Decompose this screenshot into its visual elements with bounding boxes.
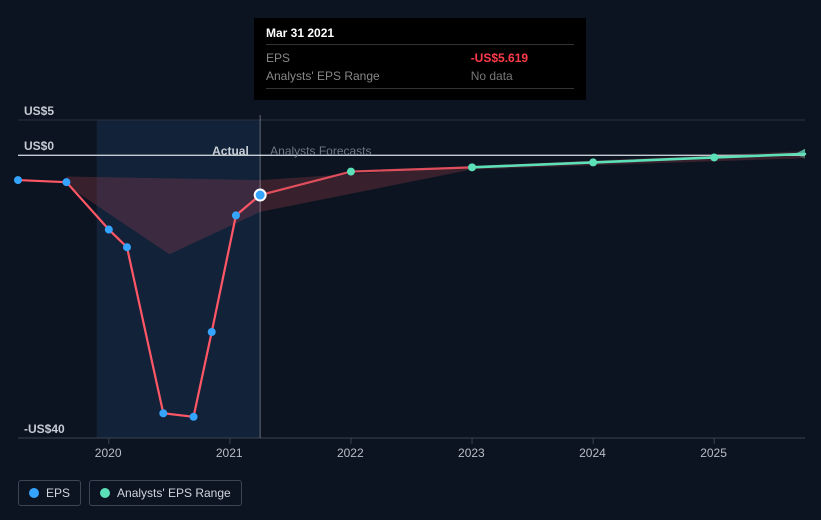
section-label-actual: Actual [212, 144, 249, 158]
x-axis-label: 2023 [458, 446, 485, 460]
tooltip-row-value: -US$5.619 [471, 49, 574, 67]
tooltip-date: Mar 31 2021 [266, 26, 574, 45]
section-label-forecast: Analysts Forecasts [270, 144, 371, 158]
y-axis-label: -US$40 [24, 422, 65, 436]
legend-eps[interactable]: EPS [18, 480, 81, 506]
x-axis-label: 2021 [216, 446, 243, 460]
x-axis-label: 2024 [579, 446, 606, 460]
chart-legend: EPS Analysts' EPS Range [18, 480, 242, 506]
legend-label: Analysts' EPS Range [117, 486, 231, 500]
y-axis-label: US$5 [24, 104, 54, 118]
y-axis-label: US$0 [24, 139, 54, 153]
legend-swatch-icon [29, 488, 39, 498]
chart-tooltip: Mar 31 2021 EPS -US$5.619 Analysts' EPS … [254, 18, 586, 100]
tooltip-row-value: No data [471, 67, 574, 85]
tooltip-row-label: EPS [266, 49, 471, 67]
legend-swatch-icon [100, 488, 110, 498]
tooltip-row-label: Analysts' EPS Range [266, 67, 471, 85]
x-axis-label: 2022 [337, 446, 364, 460]
legend-eps-range[interactable]: Analysts' EPS Range [89, 480, 242, 506]
legend-label: EPS [46, 486, 70, 500]
x-axis-label: 2025 [700, 446, 727, 460]
x-axis-label: 2020 [95, 446, 122, 460]
